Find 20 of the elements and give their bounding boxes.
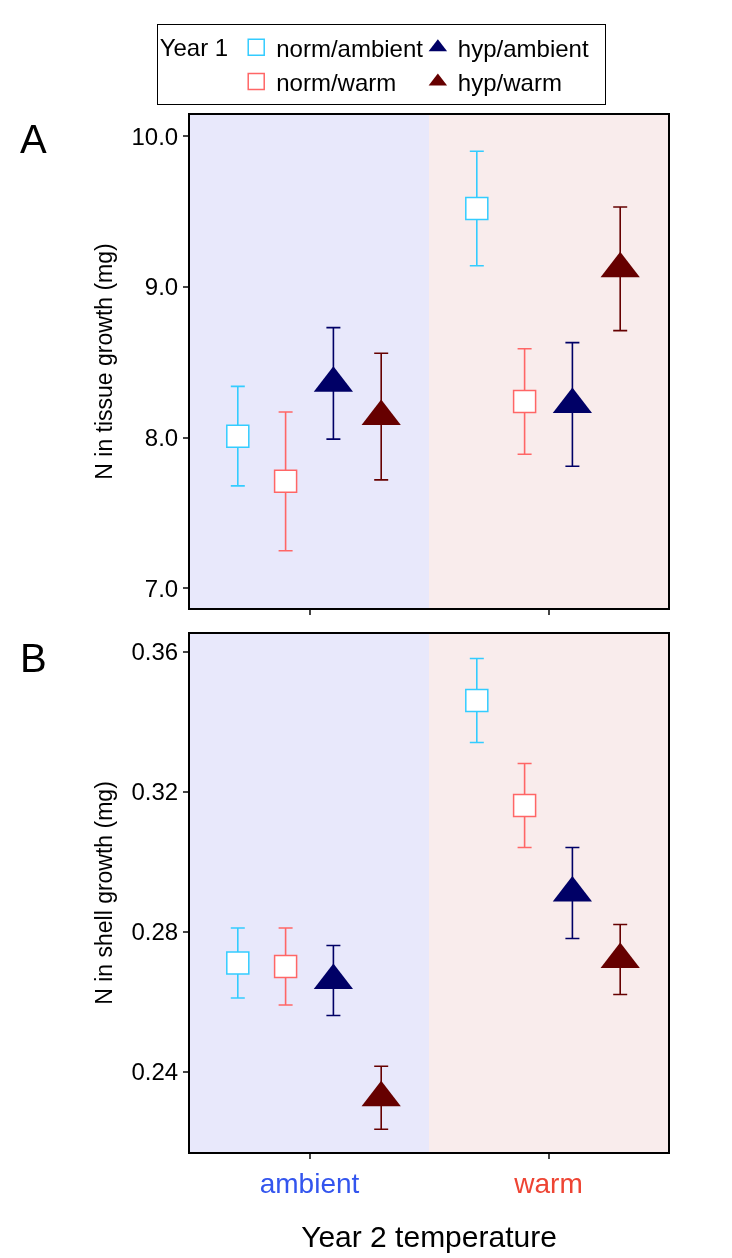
x-tick-label: ambient xyxy=(259,1167,360,1199)
y-tick-label: 8.0 xyxy=(144,424,179,452)
x-tick-label: warm xyxy=(513,1167,583,1199)
y-axis-title: N in tissue growth (mg) xyxy=(91,243,118,480)
y-tick-label: 0.36 xyxy=(131,637,179,665)
legend-label: hyp/warm xyxy=(457,68,562,96)
legend-title: Year 1 xyxy=(159,34,229,62)
y-tick-label: 0.24 xyxy=(131,1057,179,1085)
y-tick-label: 0.28 xyxy=(131,917,179,945)
y-tick-label: 7.0 xyxy=(144,574,179,602)
y-axis-title: N in shell growth (mg) xyxy=(91,781,118,1005)
y-tick-label: 9.0 xyxy=(144,273,179,301)
x-axis-title: Year 2 temperature xyxy=(301,1219,557,1253)
text: A xyxy=(20,117,47,161)
y-tick-label: 10.0 xyxy=(131,122,179,150)
y-tick-label: 0.32 xyxy=(131,777,179,805)
legend-label: hyp/ambient xyxy=(457,34,589,62)
legend-label: norm/ambient xyxy=(276,34,424,62)
text: B xyxy=(20,636,47,680)
legend-label: norm/warm xyxy=(276,68,397,96)
